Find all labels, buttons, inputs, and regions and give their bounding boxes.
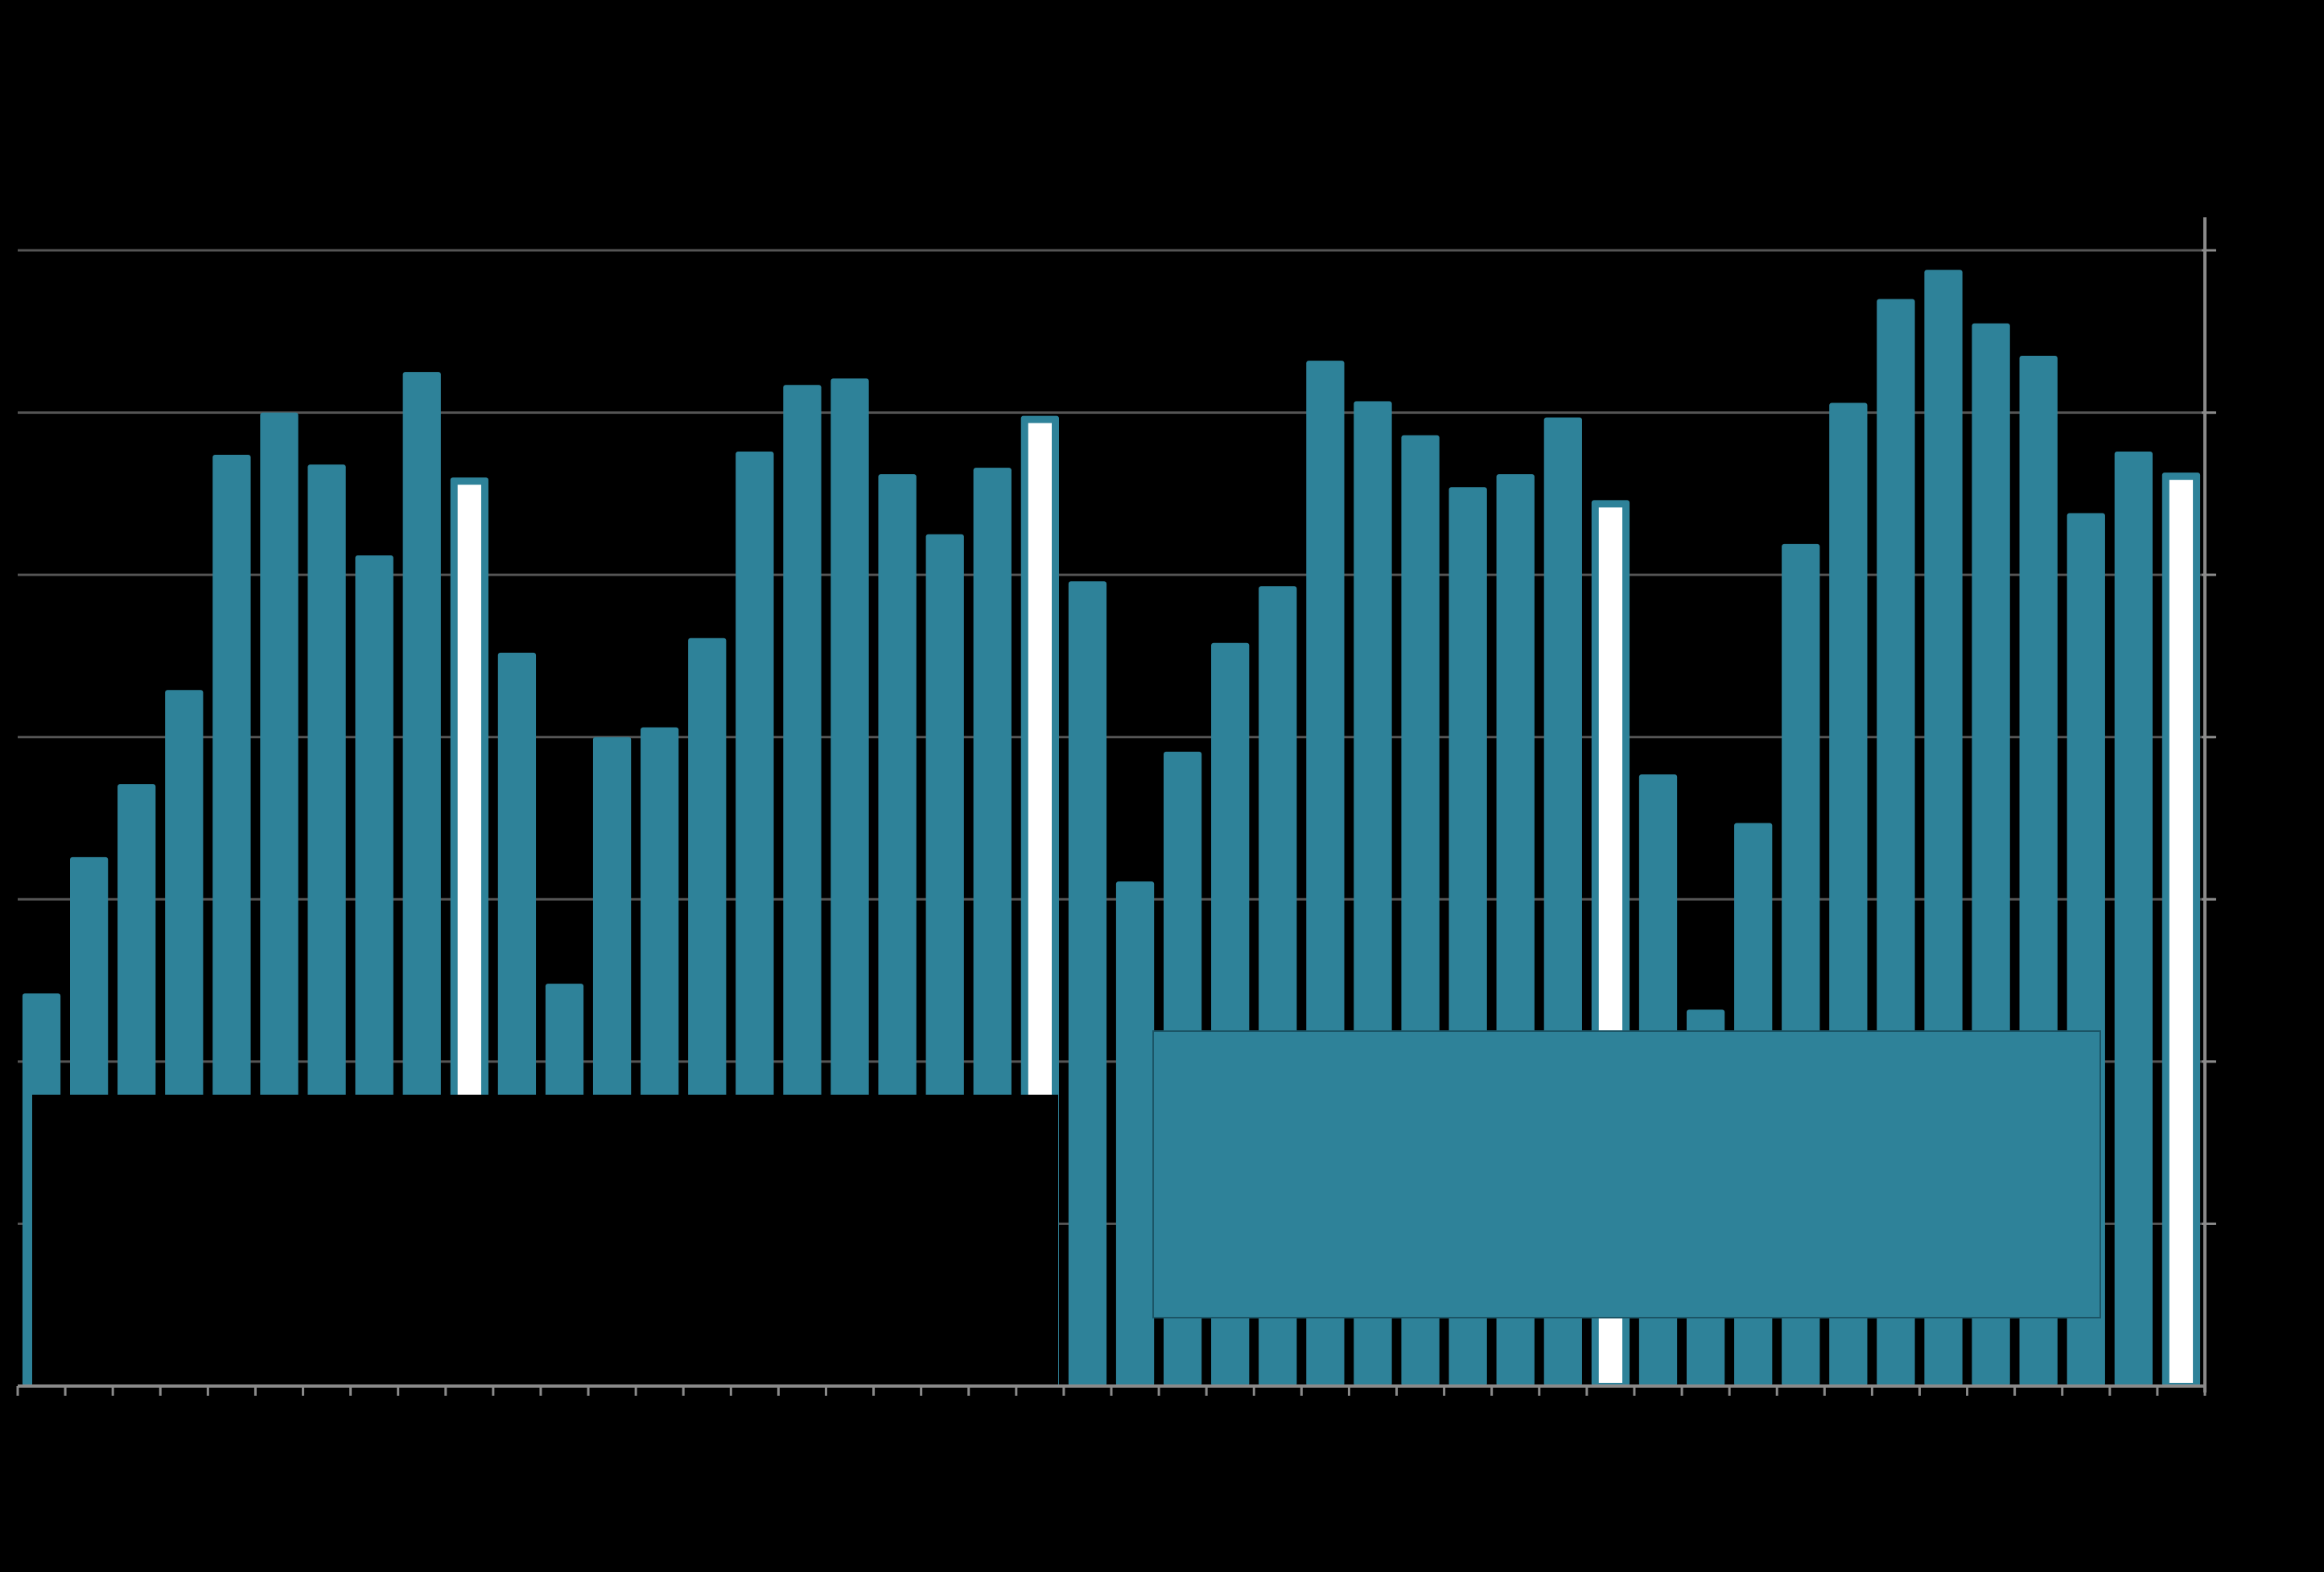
highlighted-bar-fill — [2169, 480, 2194, 1383]
axes — [16, 217, 2216, 1396]
overlay-panels — [32, 1030, 2101, 1386]
overlay-panel-right — [1152, 1030, 2101, 1318]
bar — [1115, 881, 1155, 1386]
bar — [1068, 581, 1107, 1386]
overlay-panel-left — [32, 1095, 1058, 1386]
bar — [2114, 451, 2153, 1387]
